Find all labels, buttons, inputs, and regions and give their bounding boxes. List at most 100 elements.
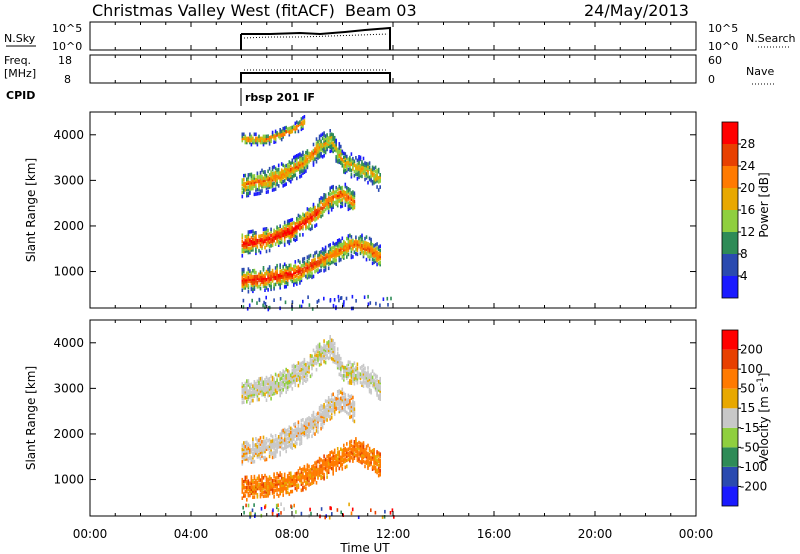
heatmap-cell xyxy=(330,134,333,139)
heatmap-cell xyxy=(346,169,348,173)
heatmap-cell xyxy=(323,195,325,199)
heatmap-cell xyxy=(264,447,266,452)
heatmap-cell xyxy=(311,360,313,365)
heatmap-cell xyxy=(306,263,309,268)
heatmap-cell xyxy=(267,275,269,280)
heatmap-cell xyxy=(241,254,244,258)
heatmap-cell xyxy=(300,117,303,121)
heatmap-cell xyxy=(250,277,253,281)
heatmap-cell xyxy=(341,395,344,400)
heatmap-cell xyxy=(376,389,378,393)
heatmap-cell xyxy=(256,440,259,445)
heatmap-cell xyxy=(317,209,319,214)
heatmap-cell xyxy=(327,400,330,404)
heatmap-cell xyxy=(300,478,303,482)
heatmap-cell xyxy=(259,242,262,247)
heatmap-cell xyxy=(338,160,341,165)
heatmap-cell xyxy=(303,265,306,269)
heatmap-cell xyxy=(371,257,374,261)
heatmap-cell xyxy=(291,429,294,434)
heatmap-cell xyxy=(330,195,333,200)
heatmap-cell xyxy=(323,419,325,423)
beam-label: Beam 03 xyxy=(345,1,417,20)
heatmap-cell xyxy=(280,390,283,395)
heatmap-cell xyxy=(279,236,281,241)
heatmap-cell xyxy=(305,218,307,223)
heatmap-cell xyxy=(274,448,277,452)
heatmap-cell xyxy=(309,374,312,379)
heatmap-cell xyxy=(332,457,334,462)
heatmap-cell xyxy=(318,350,321,355)
heatmap-cell xyxy=(323,466,325,471)
heatmap-cell xyxy=(259,278,262,283)
heatmap-cell xyxy=(370,176,372,181)
heatmap-cell xyxy=(347,252,350,257)
heatmap-cell xyxy=(353,191,356,195)
heatmap-cell xyxy=(279,136,281,140)
heatmap-cell xyxy=(283,382,286,387)
heatmap-cell xyxy=(265,278,268,282)
heatmap-cell xyxy=(294,440,297,445)
heatmap-cell xyxy=(264,176,266,180)
heatmap-cell xyxy=(373,372,375,377)
heatmap-cell xyxy=(329,198,331,203)
heatmap-cell xyxy=(288,168,291,172)
heatmap-cell xyxy=(244,136,247,141)
heatmap-cell xyxy=(314,212,316,216)
heatmap-cell xyxy=(297,432,300,437)
heatmap-cell xyxy=(321,261,324,266)
heatmap-cell xyxy=(317,259,319,264)
heatmap-cell xyxy=(320,206,322,211)
heatmap-cell xyxy=(271,182,274,186)
heatmap-cell xyxy=(276,278,278,282)
heatmap-cell xyxy=(346,364,348,368)
heatmap-cell xyxy=(346,374,348,378)
heatmap-cell xyxy=(347,370,350,375)
heatmap-cell xyxy=(336,197,339,202)
heatmap-cell xyxy=(309,217,312,221)
heatmap-cell xyxy=(340,204,342,209)
heatmap-cell xyxy=(361,162,363,166)
heatmap-cell xyxy=(368,247,371,251)
velocity-y-axis-label: Slant Range [km] xyxy=(24,366,38,470)
heatmap-cell xyxy=(323,339,325,343)
heatmap-cell xyxy=(367,374,369,378)
heatmap-cell xyxy=(241,462,244,466)
heatmap-cell xyxy=(346,464,348,469)
heatmap-cell xyxy=(312,472,315,476)
heatmap-cell xyxy=(323,349,325,354)
heatmap-cell xyxy=(267,190,269,194)
heatmap-cell xyxy=(297,365,300,369)
heatmap-cell xyxy=(255,445,257,449)
heatmap-cell xyxy=(274,139,277,144)
heatmap-cell xyxy=(305,161,307,165)
heatmap-cell xyxy=(293,165,295,170)
heatmap-cell xyxy=(347,189,350,193)
heatmap-cell xyxy=(296,280,298,284)
heatmap-cell xyxy=(338,190,341,195)
heatmap-cell xyxy=(297,428,300,433)
heatmap-cell xyxy=(332,245,334,250)
heatmap-cell xyxy=(349,372,351,377)
heatmap-cell xyxy=(279,132,281,136)
heatmap-cell xyxy=(270,452,272,456)
heatmap-cell xyxy=(262,176,265,181)
heatmap-cell xyxy=(241,480,244,484)
heatmap-cell xyxy=(377,451,380,455)
heatmap-cell xyxy=(285,276,287,281)
heatmap-cell xyxy=(324,356,327,361)
heatmap-cell xyxy=(321,425,324,429)
heatmap-cell xyxy=(308,153,310,158)
heatmap-cell xyxy=(321,356,324,361)
heatmap-cell xyxy=(343,196,345,200)
heatmap-cell xyxy=(279,471,281,475)
freq-left-tick-top: 18 xyxy=(58,54,72,67)
heatmap-cell xyxy=(303,433,306,438)
heatmap-cell xyxy=(330,466,333,471)
heatmap-cell xyxy=(317,264,319,268)
heatmap-cell xyxy=(365,257,368,262)
heatmap-cell xyxy=(249,391,251,395)
heatmap-cell xyxy=(253,285,256,289)
heatmap-cell xyxy=(303,162,306,166)
heatmap-cell xyxy=(311,418,313,422)
